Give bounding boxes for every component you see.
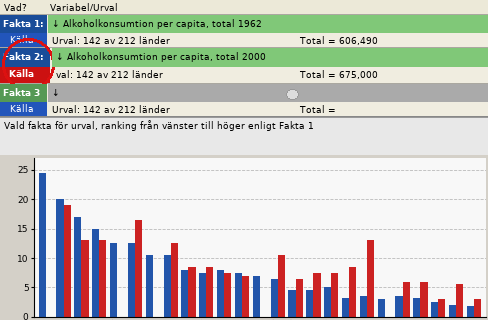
Bar: [242, 276, 249, 317]
Bar: [74, 217, 81, 317]
Bar: [253, 276, 260, 317]
Bar: [278, 255, 285, 317]
Bar: [367, 240, 374, 317]
Bar: [324, 287, 331, 317]
Bar: [438, 299, 446, 317]
Bar: [449, 305, 456, 317]
Bar: [206, 267, 213, 317]
Bar: [188, 267, 196, 317]
Bar: [296, 279, 303, 317]
Bar: [110, 244, 117, 317]
Bar: [81, 240, 89, 317]
Bar: [403, 282, 410, 317]
Bar: [39, 173, 46, 317]
Bar: [199, 273, 206, 317]
Bar: [378, 299, 385, 317]
Bar: [57, 199, 63, 317]
Bar: [349, 267, 356, 317]
Bar: [146, 255, 153, 317]
Bar: [92, 229, 99, 317]
Bar: [182, 270, 188, 317]
Bar: [313, 273, 321, 317]
Bar: [99, 240, 106, 317]
Bar: [63, 205, 71, 317]
Bar: [395, 296, 403, 317]
Bar: [306, 290, 313, 317]
Bar: [288, 290, 296, 317]
Bar: [360, 296, 367, 317]
Bar: [217, 270, 224, 317]
Bar: [163, 255, 171, 317]
Bar: [474, 299, 481, 317]
Bar: [467, 306, 474, 317]
Bar: [431, 302, 438, 317]
Bar: [270, 279, 278, 317]
Bar: [342, 298, 349, 317]
Bar: [224, 273, 231, 317]
Bar: [413, 298, 421, 317]
Bar: [135, 220, 142, 317]
Bar: [235, 273, 242, 317]
Bar: [331, 273, 338, 317]
Bar: [171, 244, 178, 317]
Bar: [456, 284, 463, 317]
Bar: [421, 282, 427, 317]
Bar: [128, 244, 135, 317]
